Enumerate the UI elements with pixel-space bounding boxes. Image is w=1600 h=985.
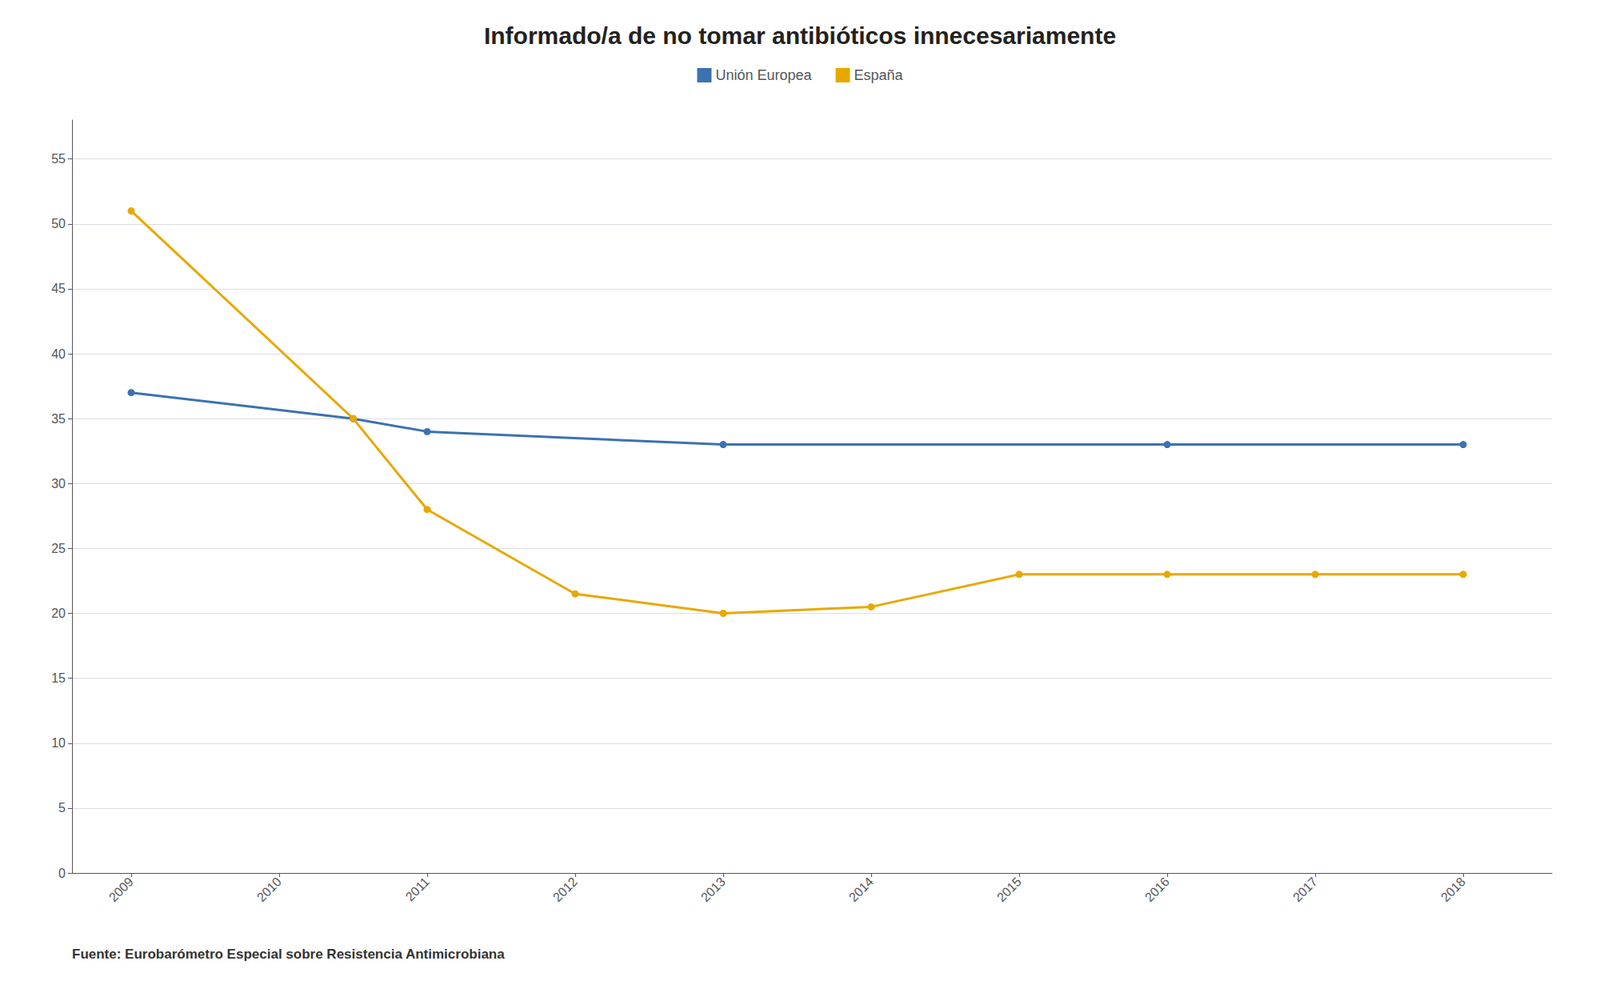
- svg-text:2014: 2014: [846, 874, 876, 904]
- svg-text:2016: 2016: [1142, 874, 1172, 904]
- svg-text:15: 15: [51, 671, 66, 685]
- svg-text:2012: 2012: [550, 874, 580, 904]
- svg-text:España: España: [854, 67, 904, 84]
- svg-text:40: 40: [51, 347, 66, 361]
- svg-text:35: 35: [51, 412, 66, 426]
- svg-text:2018: 2018: [1438, 874, 1468, 904]
- svg-text:Unión Europea: Unión Europea: [715, 67, 812, 84]
- svg-text:2017: 2017: [1290, 874, 1320, 904]
- svg-text:20: 20: [51, 606, 66, 620]
- svg-text:55: 55: [51, 152, 66, 166]
- svg-text:0: 0: [58, 866, 66, 880]
- svg-text:5: 5: [58, 800, 66, 815]
- svg-text:2013: 2013: [698, 874, 728, 904]
- svg-text:2011: 2011: [403, 874, 432, 904]
- svg-text:10: 10: [51, 736, 66, 750]
- svg-text:25: 25: [51, 541, 66, 556]
- svg-text:Informado/a de no tomar antibi: Informado/a de no tomar antibióticos inn…: [484, 22, 1116, 49]
- svg-text:2009: 2009: [106, 874, 136, 904]
- svg-text:45: 45: [51, 281, 66, 296]
- svg-text:2010: 2010: [254, 874, 284, 904]
- svg-text:30: 30: [51, 476, 66, 491]
- svg-text:Fuente: Eurobarómetro Especial: Fuente: Eurobarómetro Especial sobre Res…: [72, 946, 505, 962]
- svg-text:50: 50: [51, 216, 66, 231]
- svg-text:2015: 2015: [994, 874, 1024, 904]
